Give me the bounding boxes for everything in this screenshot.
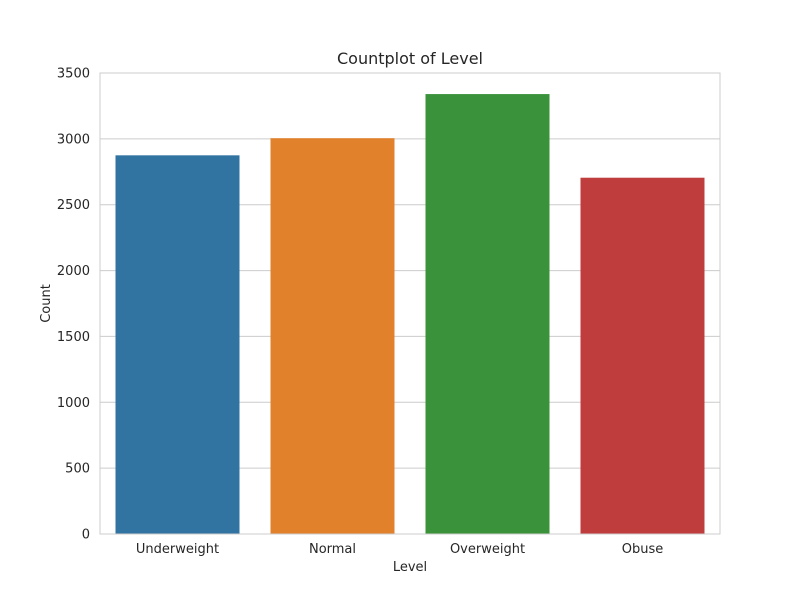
- x-tick-label: Obuse: [622, 542, 664, 557]
- bar-obuse: [580, 177, 705, 534]
- y-tick-label: 500: [65, 462, 90, 477]
- chart-title: Countplot of Level: [337, 49, 483, 68]
- bars: [115, 94, 705, 535]
- y-tick-label: 3000: [57, 132, 90, 147]
- x-tick-labels: Underweight Normal Overweight Obuse: [136, 542, 663, 557]
- x-axis-label: Level: [393, 560, 427, 575]
- x-tick-label: Overweight: [450, 542, 525, 557]
- bar-normal: [270, 138, 395, 534]
- y-tick-label: 1500: [57, 330, 90, 345]
- y-tick-label: 2500: [57, 198, 90, 213]
- y-tick-label: 2000: [57, 264, 90, 279]
- bar-overweight: [425, 94, 550, 535]
- y-tick-label: 0: [82, 528, 90, 543]
- y-tick-label: 1000: [57, 396, 90, 411]
- y-tick-labels: 0 500 1000 1500 2000 2500 3000 3500: [57, 67, 90, 543]
- plot-frame: [99, 72, 721, 535]
- bar-underweight: [115, 155, 240, 535]
- y-tick-label: 3500: [57, 67, 90, 82]
- y-axis-label: Count: [39, 284, 54, 323]
- x-tick-label: Underweight: [136, 542, 219, 557]
- x-tick-label: Normal: [309, 542, 356, 557]
